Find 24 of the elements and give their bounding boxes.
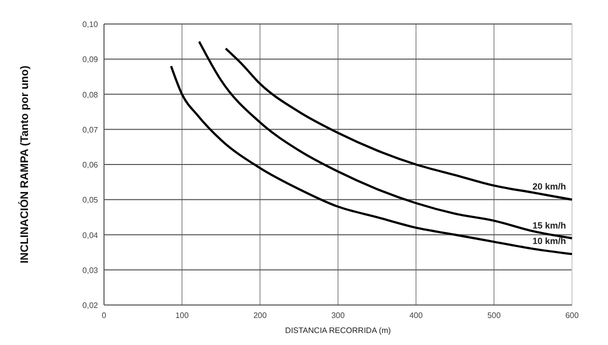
y-tick-label: 0,06 (82, 160, 99, 170)
line-series (170, 65, 574, 256)
x-axis-title: DISTANCIA RECORRIDA (m) (285, 326, 392, 335)
x-tick-label: 200 (253, 311, 268, 320)
x-tick-label: 400 (409, 311, 424, 320)
y-tick-label: 0,03 (82, 266, 99, 275)
series-label: 15 km/h (532, 220, 566, 230)
x-tick-label: 300 (331, 311, 346, 320)
line-series (224, 47, 574, 201)
x-tick-label: 100 (175, 311, 190, 320)
x-tick-label: 600 (565, 311, 580, 320)
series-label: 10 km/h (532, 236, 566, 246)
y-tick-label: 0,07 (82, 125, 99, 134)
y-tick-label: 0,04 (82, 230, 99, 240)
y-tick-label: 0,05 (82, 196, 99, 205)
y-tick-label: 0,08 (82, 90, 99, 100)
x-tick-label: 0 (102, 311, 107, 320)
y-tick-label: 0,10 (82, 20, 99, 29)
x-tick-label: 500 (487, 311, 502, 320)
y-axis-title: INCLINACIÓN RAMPA (Tanto por uno) (18, 65, 31, 264)
y-tick-label: 0,09 (82, 55, 99, 64)
series-label: 20 km/h (532, 182, 566, 192)
line-series (198, 40, 574, 240)
y-tick-label: 0,02 (82, 301, 99, 310)
